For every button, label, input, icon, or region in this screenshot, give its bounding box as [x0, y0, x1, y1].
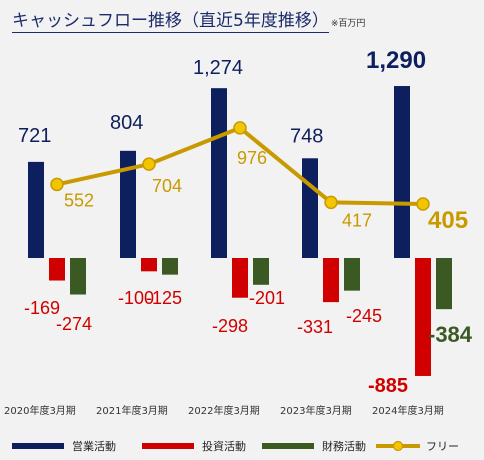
unit-note: ※百万円	[330, 19, 366, 29]
category-label-4: 2024年度3月期	[372, 404, 444, 417]
label-financing-0: -274	[56, 314, 92, 334]
label-investing-2: -298	[212, 316, 248, 336]
bar-financing-1	[162, 258, 178, 275]
bar-operating-0	[28, 161, 44, 258]
label-free-2: 976	[237, 148, 267, 168]
bar-financing-0	[70, 258, 86, 295]
category-label-3: 2023年度3月期	[280, 404, 352, 417]
bar-operating-4	[394, 86, 410, 258]
label-investing-0: -169	[24, 298, 60, 318]
label-free-1: 704	[152, 176, 182, 196]
bar-investing-4	[415, 258, 431, 376]
category-label-2: 2022年度3月期	[188, 404, 260, 417]
free-point-4	[416, 197, 430, 211]
bar-investing-1	[141, 258, 157, 272]
free-point-1	[142, 157, 156, 171]
legend-marker-free	[392, 440, 404, 452]
bar-operating-1	[120, 150, 136, 258]
label-free-0: 552	[64, 190, 94, 210]
label-financing-1: -125	[146, 288, 182, 308]
bar-investing-2	[232, 258, 248, 298]
label-operating-3: 748	[290, 125, 323, 147]
label-financing-2: -201	[249, 288, 285, 308]
free-point-0	[50, 177, 64, 192]
label-investing-1: -100	[118, 288, 154, 308]
bar-investing-3	[323, 258, 339, 303]
category-label-1: 2021年度3月期	[96, 404, 168, 417]
label-operating-4: 1,290	[366, 47, 426, 74]
label-operating-0: 721	[18, 125, 51, 147]
bar-operating-3	[302, 158, 318, 258]
label-financing-4: -384	[428, 322, 473, 347]
label-investing-3: -331	[297, 317, 333, 337]
chart-title-block: キャッシュフロー推移（直近5年度推移） ※百万円	[12, 6, 366, 33]
label-investing-4: -885	[368, 375, 408, 397]
chart-title: キャッシュフロー推移（直近5年度推移）	[12, 11, 329, 33]
legend-label-investing: 投資活動	[202, 439, 246, 453]
bar-financing-3	[344, 258, 360, 291]
legend-label-financing: 財務活動	[322, 439, 366, 453]
label-free-3: 417	[342, 210, 372, 230]
bar-financing-2	[253, 258, 269, 285]
legend-label-operating: 営業活動	[72, 439, 116, 453]
free-point-2	[233, 121, 247, 135]
legend-label-free: フリー	[426, 440, 459, 453]
bar-financing-4	[436, 258, 452, 310]
free-point-3	[324, 195, 338, 210]
label-free-4: 405	[428, 207, 468, 234]
bar-operating-2	[211, 88, 227, 258]
bar-investing-0	[49, 258, 65, 281]
category-label-0: 2020年度3月期	[4, 404, 76, 417]
label-financing-3: -245	[346, 306, 382, 326]
label-operating-2: 1,274	[193, 57, 243, 79]
label-operating-1: 804	[110, 112, 143, 134]
